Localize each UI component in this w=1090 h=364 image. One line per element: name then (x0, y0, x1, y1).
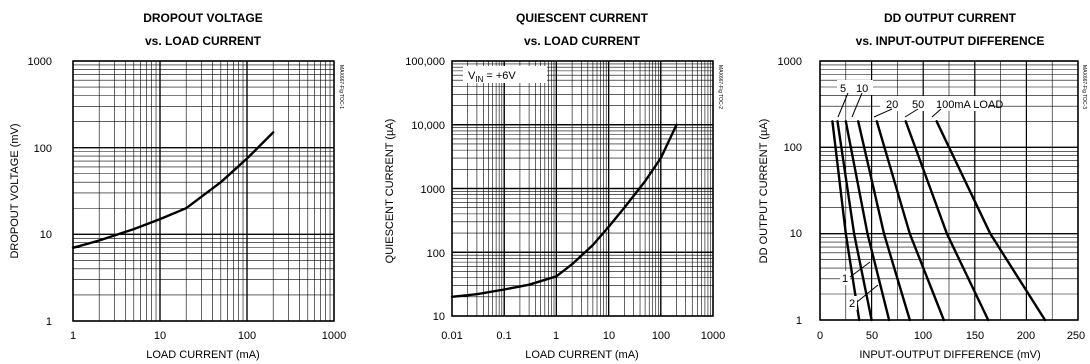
chart1-xtick-1: 1 (70, 330, 76, 342)
chart2-figure-id: MAX667-Fig TOC-2 (717, 65, 723, 109)
chart3-ytick-100: 100 (784, 142, 802, 154)
chart1-ytick-1: 1 (46, 316, 52, 328)
chart2-ytick-100000: 100,000 (405, 56, 445, 68)
load-label-1: 1 (842, 273, 848, 285)
chart3-series-line-100 (935, 120, 1047, 322)
chart2-ytick-10000: 10,000 (411, 120, 445, 132)
chart3-xtick-50: 50 (866, 330, 878, 342)
chart3-series-line-50 (904, 120, 990, 322)
chart1-x-axis-label: LOAD CURRENT (mA) (146, 349, 259, 361)
chart2-title-line1: QUIESCENT CURRENT (516, 11, 649, 25)
chart2-x-ticks: 0.01 0.1 1 10 100 1000 (441, 330, 725, 342)
leader-1 (849, 261, 871, 278)
vin-value: = +6V (483, 70, 516, 82)
chart3-xtick-250: 250 (1067, 330, 1085, 342)
chart3-load-labels: 5 10 20 50 100mA LOAD 1 2 (837, 80, 1003, 310)
chart1-series-layer (71, 131, 275, 250)
chart1-ytick-100: 100 (34, 143, 52, 155)
chart2-xtick-0.1: 0.1 (496, 330, 511, 342)
chart2-annotation-vin: VIN = +6V (463, 66, 547, 84)
chart1-xtick-1000: 1000 (322, 330, 346, 342)
chart3-title-line2: vs. INPUT-OUTPUT DIFFERENCE (856, 34, 1045, 48)
chart2-xtick-1000: 1000 (701, 330, 725, 342)
chart3-xtick-200: 200 (1017, 330, 1035, 342)
chart3-ytick-1: 1 (796, 315, 802, 327)
leader-2 (856, 284, 879, 303)
chart1-y-ticks: 1000 100 10 1 (28, 56, 52, 328)
chart2-annotation-backdrop (463, 66, 547, 83)
vin-subscript: IN (475, 75, 483, 84)
chart2-xtick-100: 100 (652, 330, 670, 342)
load-label-10: 10 (856, 83, 868, 95)
chart2-series-line-0 (450, 123, 678, 298)
chart3-x-axis-label: INPUT-OUTPUT DIFFERENCE (mV) (859, 349, 1040, 361)
chart2-series-layer (450, 123, 678, 298)
vin-base: V (468, 70, 476, 82)
leader-50 (904, 108, 919, 118)
leader-10 (851, 92, 863, 118)
chart3-y-ticks: 1000 100 10 1 (778, 56, 802, 327)
chart2-x-axis-label: LOAD CURRENT (mA) (525, 349, 638, 361)
chart3-series-line-1 (831, 120, 861, 322)
load-label-50: 50 (912, 99, 924, 111)
label-bg-5-10 (837, 80, 873, 95)
label-bg-2 (847, 296, 857, 310)
chart3-xtick-150: 150 (966, 330, 984, 342)
chart2-ytick-100: 100 (427, 248, 445, 260)
leader-5 (837, 92, 849, 118)
chart2-xtick-0.01: 0.01 (441, 330, 462, 342)
chart1-x-ticks: 1 10 100 1000 (70, 330, 346, 342)
load-label-100: 100mA LOAD (936, 99, 1003, 111)
chart-quiescent-current: QUIESCENT CURRENT vs. LOAD CURRENT 100,0… (384, 11, 725, 361)
chart2-ytick-1000: 1000 (421, 184, 445, 196)
chart3-leader-lines (837, 92, 942, 303)
chart3-series-line-2 (836, 120, 873, 322)
chart3-figure-id: MAX667-Fig TOC-3 (1081, 65, 1087, 109)
chart2-title-line2: vs. LOAD CURRENT (524, 34, 641, 48)
load-label-20: 20 (886, 99, 898, 111)
chart2-annotation-text: VIN = +6V (468, 70, 516, 84)
chart2-ytick-10: 10 (433, 311, 445, 323)
chart1-ytick-1000: 1000 (28, 56, 52, 68)
chart3-y-axis-label: DD OUTPUT CURRENT (µA) (758, 119, 770, 264)
load-label-2: 2 (849, 298, 855, 310)
chart3-frame (819, 60, 1079, 321)
chart3-ytick-1000: 1000 (778, 56, 802, 68)
label-bg-20-100 (880, 96, 988, 111)
chart2-xtick-10: 10 (603, 330, 615, 342)
chart1-figure-id: MAX667-Fig TOC-1 (338, 65, 344, 109)
chart3-xtick-100: 100 (914, 330, 932, 342)
chart2-xtick-1: 1 (553, 330, 559, 342)
chart3-ytick-10: 10 (790, 228, 802, 240)
chart1-ytick-10: 10 (40, 229, 52, 241)
load-label-5: 5 (840, 83, 846, 95)
chart1-xtick-100: 100 (238, 330, 256, 342)
chart1-title-line2: vs. LOAD CURRENT (145, 34, 262, 48)
chart1-xtick-10: 10 (154, 330, 166, 342)
chart1-series-line-0 (71, 131, 275, 250)
chart-dropout-voltage: DROPOUT VOLTAGE vs. LOAD CURRENT 1000 10… (9, 11, 346, 361)
chart1-frame (72, 60, 335, 322)
chart2-y-ticks: 100,000 10,000 1000 100 10 (405, 56, 445, 323)
chart3-series-layer (831, 120, 1047, 322)
chart1-grid (72, 60, 335, 322)
label-bg-1 (840, 271, 850, 285)
chart2-grid (451, 60, 714, 317)
chart3-series-line-10 (857, 120, 911, 322)
chart3-series-line-5 (844, 120, 891, 322)
chart1-y-axis-label: DROPOUT VOLTAGE (mV) (9, 123, 21, 258)
chart2-y-axis-label: QUIESCENT CURRENT (µA) (384, 119, 396, 264)
chart1-title-line1: DROPOUT VOLTAGE (143, 11, 263, 25)
chart2-frame (451, 60, 714, 317)
chart3-x-ticks: 0 50 100 150 200 250 (817, 330, 1085, 342)
chart3-title-line1: DD OUTPUT CURRENT (884, 11, 1017, 25)
chart3-xtick-0: 0 (817, 330, 823, 342)
chart-dd-output-current: DD OUTPUT CURRENT vs. INPUT-OUTPUT DIFFE… (758, 11, 1087, 361)
leader-100 (931, 108, 942, 118)
chart3-series-line-20 (875, 120, 945, 322)
leader-20 (873, 108, 893, 118)
